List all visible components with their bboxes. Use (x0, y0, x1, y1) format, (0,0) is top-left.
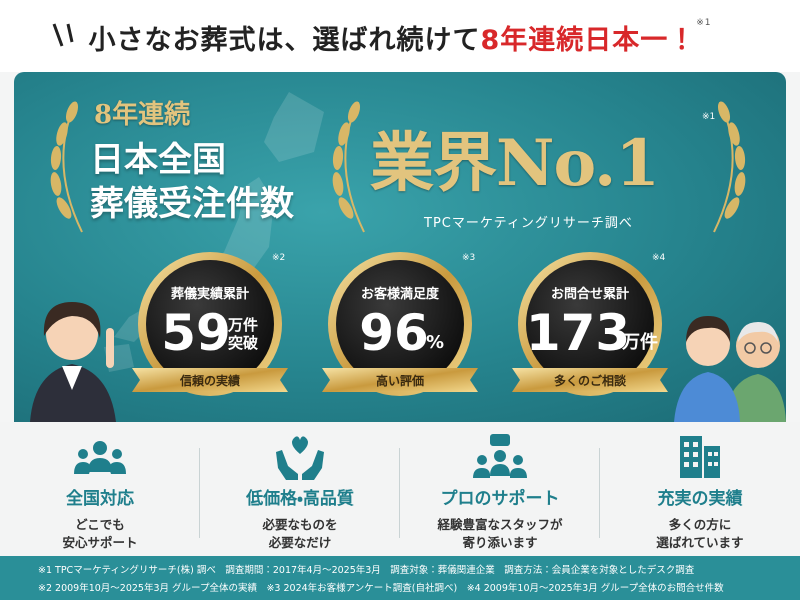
feature-desc: 経験豊富なスタッフが (437, 517, 563, 532)
badge-label: 葬儀実績累計 (171, 286, 249, 302)
features: 全国対応 どこでも 安心サポート 低価格・高品質 必要なものを 必要なだけ プロ… (0, 422, 800, 556)
footnote: ※2 2009年10月～2025年3月 グループ全体の実績 ※3 2024年お客… (38, 583, 724, 594)
feature: 全国対応 どこでも 安心サポート (0, 422, 200, 556)
person-customers (674, 316, 786, 422)
hero-line3: 葬儀受注件数 (90, 184, 294, 224)
title-note: ※1 (696, 18, 712, 28)
badge-unit: 万件 (227, 316, 258, 334)
badge-caption: 多くのご相談 (554, 373, 626, 388)
badge-label: お客様満足度 (361, 286, 440, 302)
feature-desc: 必要なだけ (268, 535, 332, 550)
badge-ribbon (322, 368, 478, 392)
badge-note: ※2 (272, 253, 285, 263)
title-prefix: 小さなお葬式は、選ばれ続けて (88, 25, 481, 56)
feature: プロのサポート 経験豊富なスタッフが 寄り添います (400, 422, 600, 556)
hero-line2: 日本全国 (90, 140, 226, 180)
badge-caption: 高い評価 (376, 373, 424, 388)
footer: ※1 TPCマーケティングリサーチ(株) 調べ 調査期間：2017年4月～202… (0, 556, 800, 600)
feature: 低価格・高品質 必要なものを 必要なだけ (200, 422, 400, 556)
badge-note: ※3 (462, 253, 475, 263)
feature-title: 低価格・高品質 (246, 489, 354, 509)
laurel-right (713, 101, 746, 233)
feature-desc: 安心サポート (62, 535, 138, 550)
footnote: ※1 TPCマーケティングリサーチ(株) 調べ 調査期間：2017年4月～202… (38, 565, 695, 576)
feature: 充実の実績 多くの方に 選ばれています (600, 422, 800, 556)
badge-unit: % (426, 332, 444, 353)
badge-unit: 万件 (621, 331, 658, 353)
feature-desc: どこでも (75, 517, 125, 532)
header-title: 小さなお葬式は、選ばれ続けて8年連続日本一！※1 (0, 18, 800, 57)
divider (399, 448, 400, 538)
feature-title: 全国対応 (66, 489, 134, 509)
badge-ribbon (512, 368, 668, 392)
hero-line1: 8年連続 (94, 100, 191, 130)
feature-icon (680, 436, 720, 478)
divider (199, 448, 200, 538)
decor-left (52, 23, 74, 47)
badge-value: 96 (359, 304, 429, 362)
feature-icon (276, 436, 324, 480)
award: 業界No.1 (370, 126, 660, 201)
badge-label: お問合せ累計 (551, 286, 629, 302)
feature-title: 充実の実績 (657, 489, 743, 509)
divider (599, 448, 600, 538)
feature-desc: 選ばれています (656, 535, 744, 550)
badge-value: 173 (526, 304, 630, 362)
badge-face (336, 260, 464, 388)
badge-face (526, 260, 654, 388)
award-note: ※1 (702, 112, 716, 122)
feature-icon (74, 441, 126, 474)
award-source: TPCマーケティングリサーチ調べ (424, 216, 633, 231)
laurel-left (50, 101, 83, 233)
badge-note: ※4 (652, 253, 666, 263)
title-highlight: 8年連続日本一！ (480, 25, 697, 56)
header: 小さなお葬式は、選ばれ続けて8年連続日本一！※1 (0, 0, 800, 72)
feature-desc: 多くの方に (668, 517, 732, 532)
feature-title: プロのサポート (440, 489, 560, 509)
feature-desc: 寄り添います (462, 535, 538, 550)
badge-unit: 突破 (228, 334, 258, 352)
person-staff (30, 302, 116, 422)
badge-value: 59 (161, 304, 231, 362)
hero: 8年連続 日本全国 葬儀受注件数 業界No.1 ※1 TPCマーケティングリサー… (14, 72, 786, 422)
feature-desc: 必要なものを (262, 517, 338, 532)
badge: ※3 お客様満足度 96% 高い評価 (322, 252, 478, 396)
badges: ※2葬儀実績累計59万件突破信頼の実績※3お客様満足度96%高い評価※4お問合せ… (132, 252, 668, 396)
badge-face (146, 260, 274, 388)
laurel-mid-left (332, 101, 365, 233)
feature-icon (473, 434, 527, 478)
badge-ribbon (132, 368, 288, 392)
badge-caption: 信頼の実績 (179, 373, 241, 388)
